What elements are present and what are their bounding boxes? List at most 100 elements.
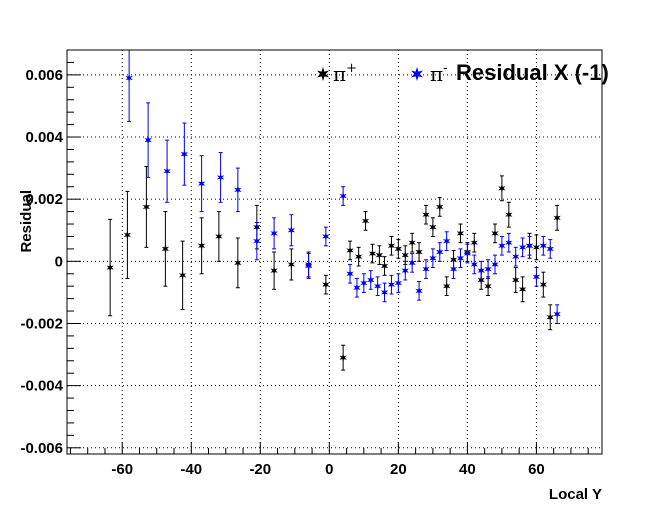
legend-label-pi-plus-sup: + bbox=[346, 61, 357, 76]
y-tick-label: -0.006 bbox=[20, 440, 63, 457]
data-point bbox=[394, 244, 402, 254]
data-point bbox=[355, 252, 363, 261]
data-point bbox=[375, 250, 384, 260]
data-point bbox=[532, 272, 541, 282]
y-tick-label: 0 bbox=[55, 253, 63, 270]
x-tick-label: 60 bbox=[528, 461, 545, 478]
data-point bbox=[546, 244, 554, 254]
x-axis-title: Local Y bbox=[549, 486, 602, 503]
data-point bbox=[253, 236, 261, 246]
data-point bbox=[415, 247, 423, 257]
data-point bbox=[287, 260, 295, 269]
data-point bbox=[125, 73, 133, 83]
data-point bbox=[484, 281, 492, 291]
legend-marker-pi-minus bbox=[410, 67, 424, 81]
data-point bbox=[491, 260, 499, 269]
data-point bbox=[429, 254, 437, 263]
legend-label-pi-minus-sup: - bbox=[443, 61, 447, 76]
data-point bbox=[353, 283, 361, 292]
data-point bbox=[470, 260, 478, 269]
data-point bbox=[339, 191, 347, 201]
plot-frame bbox=[66, 49, 603, 455]
data-point bbox=[234, 258, 242, 268]
x-tick-label: -20 bbox=[249, 461, 271, 478]
data-point bbox=[216, 173, 225, 182]
data-point bbox=[180, 149, 188, 159]
data-point bbox=[484, 264, 492, 274]
data-point bbox=[346, 246, 354, 255]
data-point bbox=[374, 281, 382, 291]
data-point bbox=[525, 241, 534, 250]
y-tick-label: -0.002 bbox=[20, 315, 63, 332]
data-point bbox=[380, 261, 389, 271]
y-tick-label: 0.006 bbox=[25, 67, 63, 84]
data-points bbox=[106, 49, 561, 371]
data-point bbox=[532, 243, 541, 252]
data-point bbox=[512, 275, 520, 285]
data-point bbox=[415, 286, 423, 296]
x-tick-label: 40 bbox=[459, 461, 476, 478]
data-point bbox=[367, 275, 375, 285]
data-point bbox=[553, 309, 561, 319]
data-point bbox=[449, 264, 458, 274]
data-point bbox=[436, 247, 444, 257]
data-point bbox=[401, 266, 409, 275]
data-point bbox=[436, 202, 444, 212]
data-point bbox=[422, 264, 430, 274]
data-point bbox=[443, 236, 451, 246]
data-point bbox=[304, 261, 313, 271]
axes: -60 -40 -20 0 20 40 60-0.006-0.004-0.00200.002… bbox=[20, 61, 589, 478]
data-point bbox=[322, 232, 330, 241]
data-point bbox=[518, 285, 527, 294]
data-point bbox=[408, 238, 416, 247]
data-point bbox=[142, 202, 151, 212]
data-point bbox=[463, 249, 472, 258]
data-point bbox=[470, 238, 478, 247]
data-point bbox=[422, 210, 430, 219]
y-axis-title: Residual bbox=[18, 190, 35, 253]
data-point bbox=[144, 135, 152, 145]
chart-title: Residual X (-1) bbox=[456, 60, 609, 85]
data-point bbox=[512, 252, 520, 261]
x-tick-label: 0 bbox=[325, 461, 333, 478]
data-point bbox=[505, 238, 513, 247]
data-point bbox=[360, 278, 368, 288]
data-point bbox=[106, 263, 114, 272]
data-point bbox=[443, 281, 451, 291]
data-point bbox=[408, 258, 416, 268]
legend-star-pi-minus bbox=[410, 67, 424, 81]
data-point bbox=[287, 226, 295, 235]
data-point bbox=[197, 179, 206, 188]
data-point bbox=[123, 230, 132, 240]
data-point bbox=[346, 269, 354, 278]
legend: π+ π- bbox=[316, 61, 448, 86]
data-point bbox=[163, 167, 171, 176]
data-point bbox=[270, 229, 278, 238]
data-point bbox=[368, 249, 377, 258]
legend-label-pi-plus-base: π bbox=[333, 62, 346, 86]
data-point bbox=[270, 266, 278, 275]
data-point bbox=[197, 241, 206, 250]
grid-lines bbox=[67, 50, 602, 454]
data-point bbox=[553, 213, 561, 223]
data-point bbox=[546, 313, 554, 322]
data-point bbox=[498, 241, 506, 250]
data-point bbox=[539, 241, 547, 250]
series-pi-plus bbox=[106, 166, 561, 371]
data-point bbox=[361, 216, 370, 226]
data-point bbox=[477, 266, 485, 275]
data-point bbox=[380, 288, 389, 297]
legend-star-pi-plus bbox=[316, 67, 330, 81]
legend-label-pi-minus: π- bbox=[430, 61, 448, 86]
data-point bbox=[498, 184, 506, 193]
legend-label-pi-minus-base: π bbox=[430, 62, 443, 86]
x-tick-label: 20 bbox=[390, 461, 407, 478]
x-tick-label: -40 bbox=[180, 461, 202, 478]
data-point bbox=[456, 254, 465, 263]
data-point bbox=[539, 280, 547, 289]
data-point bbox=[505, 210, 513, 219]
data-point bbox=[178, 271, 187, 280]
data-point bbox=[394, 278, 402, 288]
